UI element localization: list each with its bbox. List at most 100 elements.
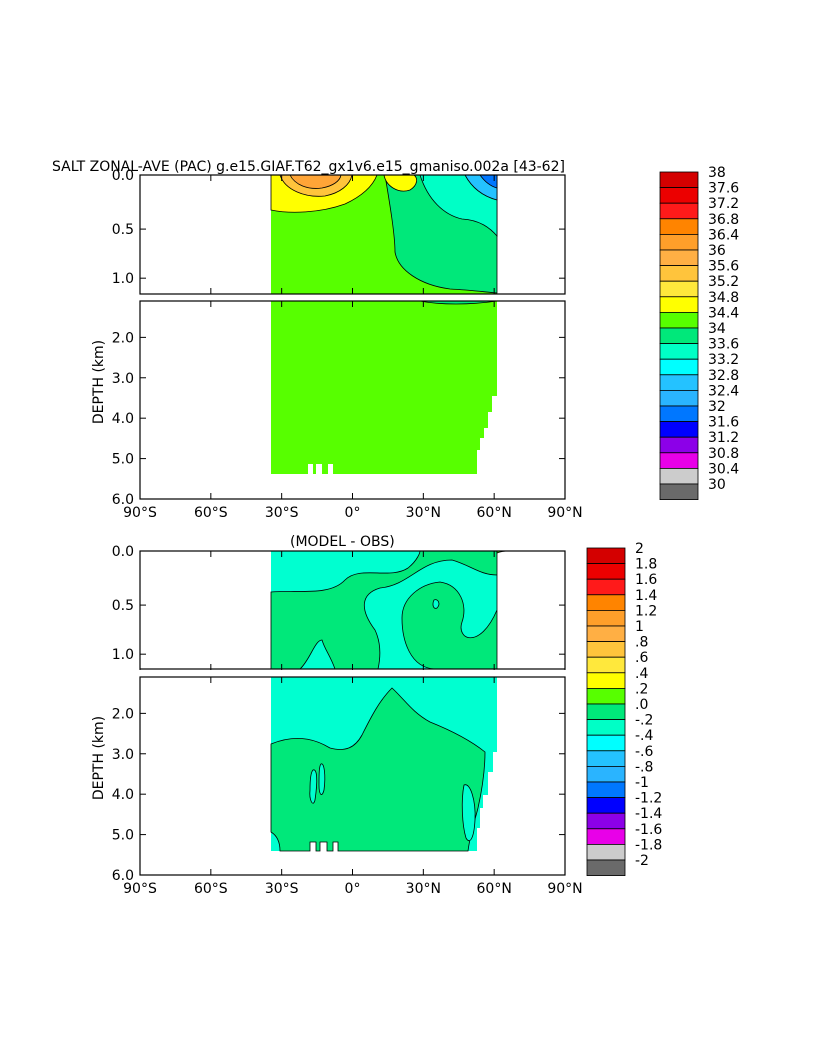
colorbar-label: .6 [635,650,648,666]
colorbar-swatch [659,171,699,189]
x-tick-label: 90°N [547,881,582,897]
colorbar-swatch [586,766,626,783]
y-tick-label: 0.0 [112,168,134,184]
top-y-axis-label: DEPTH (km) [91,340,107,424]
colorbar-swatch [586,610,626,627]
colorbar-swatch [659,421,699,438]
colorbar-swatch [586,734,626,752]
colorbar-swatch [659,358,699,376]
x-tick-label: 90°S [123,881,157,897]
bottom-y-axis-label: DEPTH (km) [91,716,107,800]
top-upper-yellow-blob [383,174,418,192]
colorbar-label: 30.8 [708,446,739,462]
y-tick-label: 1.0 [112,647,134,663]
bottom-lower-field [270,677,497,852]
colorbar-label: 1.4 [635,588,657,604]
bottom-lower-patch-b [318,763,326,795]
bottom-upper-small-patch [432,599,440,609]
colorbar-label: 35.2 [708,274,739,290]
y-tick-label: 1.0 [112,271,134,287]
colorbar-label: 1 [635,619,644,635]
x-tick-label: 0° [345,881,361,897]
colorbar-label: -.8 [635,759,653,775]
colorbar-label: 37.6 [708,181,739,197]
colorbar-swatch [659,389,699,407]
colorbar-swatch [586,563,626,580]
bottom-plot-title: (MODEL - OBS) [290,534,395,550]
top-lower-main-field [271,301,497,474]
colorbar-label: 35.6 [708,259,739,275]
colorbar-label: 34 [708,321,726,337]
y-tick-label: 4.0 [112,787,134,803]
colorbar-label: 30 [708,477,726,493]
colorbar-swatch [659,327,699,345]
y-tick-label: 0.5 [112,222,134,238]
colorbar-swatch [659,452,699,469]
x-tick-label: 30°S [265,881,299,897]
colorbar-swatch [586,781,626,799]
colorbar-swatch [586,547,626,565]
colorbar-label: 1.2 [635,603,657,619]
top-axes: 90°S 60°S 30°S 0° 30°N 60°N 90°N 0.0 0.5 1.0 2.0 3.… [112,168,583,521]
colorbar-swatch [659,374,699,391]
colorbar-swatch [659,233,699,251]
x-tick-label: 60°N [477,505,512,521]
colorbar-label: .4 [635,666,648,682]
bottom-lower-patch-a [309,769,318,804]
x-tick-label: 60°N [477,881,512,897]
colorbar-label: 36 [708,243,726,259]
top-plot-title: SALT ZONAL-AVE (PAC) g.e15.GIAF.T62_gx1v… [52,159,565,175]
colorbar-swatch [586,594,626,611]
bottom-colorbar: 21.81.61.41.21.8.6.4.2.0-.2-.4-.6-.8-1-1… [586,541,662,877]
x-tick-label: 0° [345,505,361,521]
colorbar-label: 1.6 [635,572,657,588]
colorbar-swatch [586,625,626,643]
bottom-axes: 90°S 60°S 30°S 0° 30°N 60°N 90°N 0.0 0.5 1.0 2.0 3.… [112,544,583,897]
colorbar-swatch [586,828,626,845]
x-tick-label: 30°N [406,505,441,521]
colorbar-label: -.4 [635,728,654,744]
bottom-upper-patch-west [270,550,498,670]
colorbar-label: 34.8 [708,290,739,306]
y-tick-label: 5.0 [112,452,134,468]
y-tick-label: 0.5 [112,598,134,614]
colorbar-label: 37.2 [708,196,739,212]
colorbar-label: 36.4 [708,227,739,243]
colorbar-swatch [659,265,699,282]
colorbar-swatch [659,467,699,485]
colorbar-swatch [659,187,699,204]
top-lower-field [271,300,498,474]
y-tick-label: 5.0 [112,828,134,844]
colorbar-swatch [586,672,626,689]
colorbar-label: .8 [635,635,648,651]
x-tick-label: 90°N [547,505,582,521]
colorbar-label: -1.6 [635,822,662,838]
colorbar-swatch [659,311,699,329]
colorbar-label: -1.2 [635,791,662,807]
colorbar-swatch [586,703,626,721]
top-colorbar: 3837.637.236.836.43635.635.234.834.43433… [659,165,739,501]
colorbar-label: 31.2 [708,430,739,446]
top-upper-subpolar-core [479,174,498,189]
colorbar-label: 32.8 [708,368,739,384]
x-tick-label: 30°N [406,881,441,897]
y-tick-label: 4.0 [112,411,134,427]
bottom-upper-field [270,550,511,670]
colorbar-label: 36.8 [708,212,739,228]
top-upper-field [270,174,498,294]
colorbar-label: -1.4 [635,806,662,822]
colorbar-swatch [659,218,699,235]
colorbar-label: 1.8 [635,557,657,573]
colorbar-label: 33.2 [708,352,739,368]
colorbar-label: 2 [635,541,644,557]
colorbar-swatch [586,656,626,674]
colorbar-swatch [659,202,699,220]
colorbar-label: .0 [635,697,648,713]
y-tick-label: 2.0 [112,330,134,346]
colorbar-label: 33.6 [708,337,739,353]
x-tick-label: 60°S [194,881,228,897]
colorbar-label: 34.4 [708,305,739,321]
colorbar-swatch [659,280,699,298]
colorbar-swatch [659,483,699,501]
